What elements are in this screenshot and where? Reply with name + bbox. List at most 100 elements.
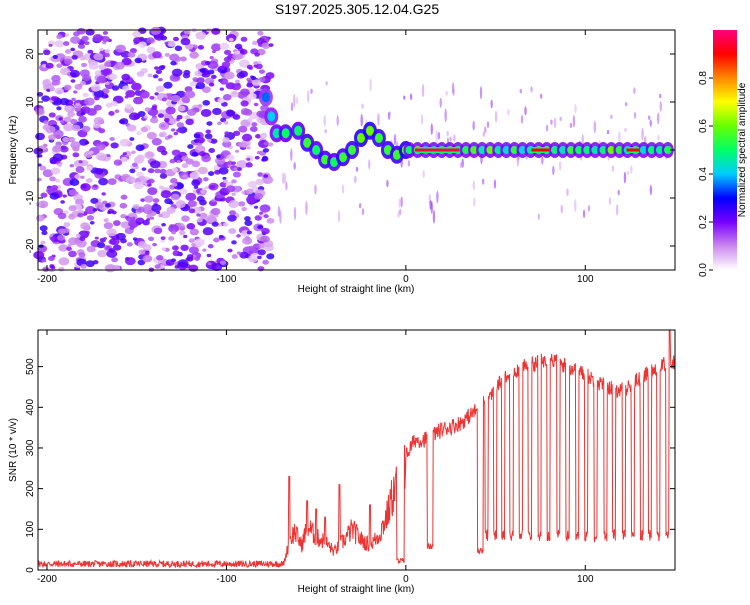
noise-blob <box>92 260 99 265</box>
faint-streak <box>459 162 463 169</box>
noise-blob <box>244 216 251 222</box>
noise-blob <box>176 114 183 120</box>
noise-blob <box>109 73 118 80</box>
faint-streak <box>444 108 447 123</box>
noise-blob <box>232 51 244 60</box>
noise-blob <box>49 192 60 200</box>
ridge-core <box>267 111 276 122</box>
noise-blob <box>58 228 66 235</box>
noise-blob <box>240 100 249 107</box>
line-blob <box>462 146 470 154</box>
noise-blob <box>261 227 270 235</box>
faint-streak <box>361 207 365 216</box>
noise-blob <box>242 237 253 245</box>
faint-streak <box>625 102 628 107</box>
noise-blob <box>171 149 181 157</box>
noise-blob <box>235 79 240 84</box>
noise-blob <box>241 206 247 212</box>
noise-blob <box>88 150 94 155</box>
faint-streak <box>293 94 296 108</box>
noise-blob <box>128 212 135 218</box>
noise-blob <box>160 124 166 128</box>
noise-blob <box>106 154 111 158</box>
noise-blob <box>124 95 129 99</box>
noise-blob <box>105 81 110 85</box>
noise-blob <box>194 70 203 77</box>
noise-blob <box>114 61 125 70</box>
faint-streak <box>587 204 591 212</box>
noise-blob <box>248 245 256 252</box>
noise-blob <box>246 230 252 235</box>
noise-blob <box>138 41 147 48</box>
noise-blob <box>228 200 239 208</box>
noise-blob <box>120 50 131 58</box>
faint-streak <box>436 190 439 204</box>
noise-blob <box>63 123 74 132</box>
noise-blob <box>109 237 120 246</box>
noise-blob <box>107 178 117 185</box>
noise-blob <box>240 119 251 127</box>
noise-blob <box>51 74 61 83</box>
noise-blob <box>94 96 100 101</box>
noise-blob <box>54 40 65 48</box>
noise-blob <box>38 154 43 158</box>
noise-blob <box>188 264 199 272</box>
noise-blob <box>79 55 86 61</box>
noise-blob <box>184 115 190 120</box>
faint-streak <box>641 127 644 141</box>
faint-streak <box>569 122 573 128</box>
noise-blob <box>48 112 56 118</box>
noise-blob <box>75 233 81 238</box>
noise-blob <box>105 245 111 250</box>
noise-blob <box>263 214 269 219</box>
line-blob <box>583 146 591 154</box>
noise-blob <box>74 174 82 180</box>
noise-blob <box>211 50 217 54</box>
noise-blob <box>170 60 177 66</box>
faint-streak <box>473 197 476 207</box>
noise-blob <box>42 169 54 178</box>
noise-blob <box>240 36 248 42</box>
noise-blob <box>158 77 163 82</box>
faint-streak <box>524 106 527 116</box>
noise-blob <box>219 78 229 85</box>
faint-streak <box>479 86 483 100</box>
noise-blob <box>164 41 169 45</box>
faint-streak <box>623 171 627 184</box>
colorbar-gradient <box>713 30 737 270</box>
noise-blob <box>111 210 117 215</box>
line-blob <box>591 146 599 154</box>
noise-blob <box>114 109 120 113</box>
noise-blob <box>79 138 89 146</box>
faint-streak <box>647 115 651 120</box>
noise-blob <box>64 49 72 54</box>
noise-blob <box>160 236 166 240</box>
noise-blob <box>179 188 188 195</box>
noise-blob <box>193 185 199 189</box>
noise-blob <box>149 117 159 124</box>
noise-blob <box>52 55 58 60</box>
noise-blob <box>90 197 99 204</box>
noise-blob <box>246 146 251 150</box>
noise-blob <box>125 103 133 110</box>
noise-blob <box>154 168 161 174</box>
faint-streak <box>472 180 476 191</box>
faint-streak <box>606 129 610 135</box>
noise-blob <box>226 185 236 193</box>
noise-blob <box>58 244 69 252</box>
y-tick-label: 200 <box>25 480 36 497</box>
faint-streak <box>633 87 636 95</box>
noise-blob <box>75 166 85 173</box>
line-segment <box>626 148 640 152</box>
faint-streak <box>649 184 653 196</box>
noise-blob <box>120 194 128 200</box>
noise-blob <box>180 244 189 251</box>
noise-blob <box>63 84 72 91</box>
noise-blob <box>138 249 146 255</box>
noise-blob <box>246 64 253 70</box>
noise-blob <box>127 51 136 58</box>
line-segment <box>414 148 460 152</box>
noise-blob <box>233 130 241 137</box>
noise-blob <box>180 37 191 46</box>
